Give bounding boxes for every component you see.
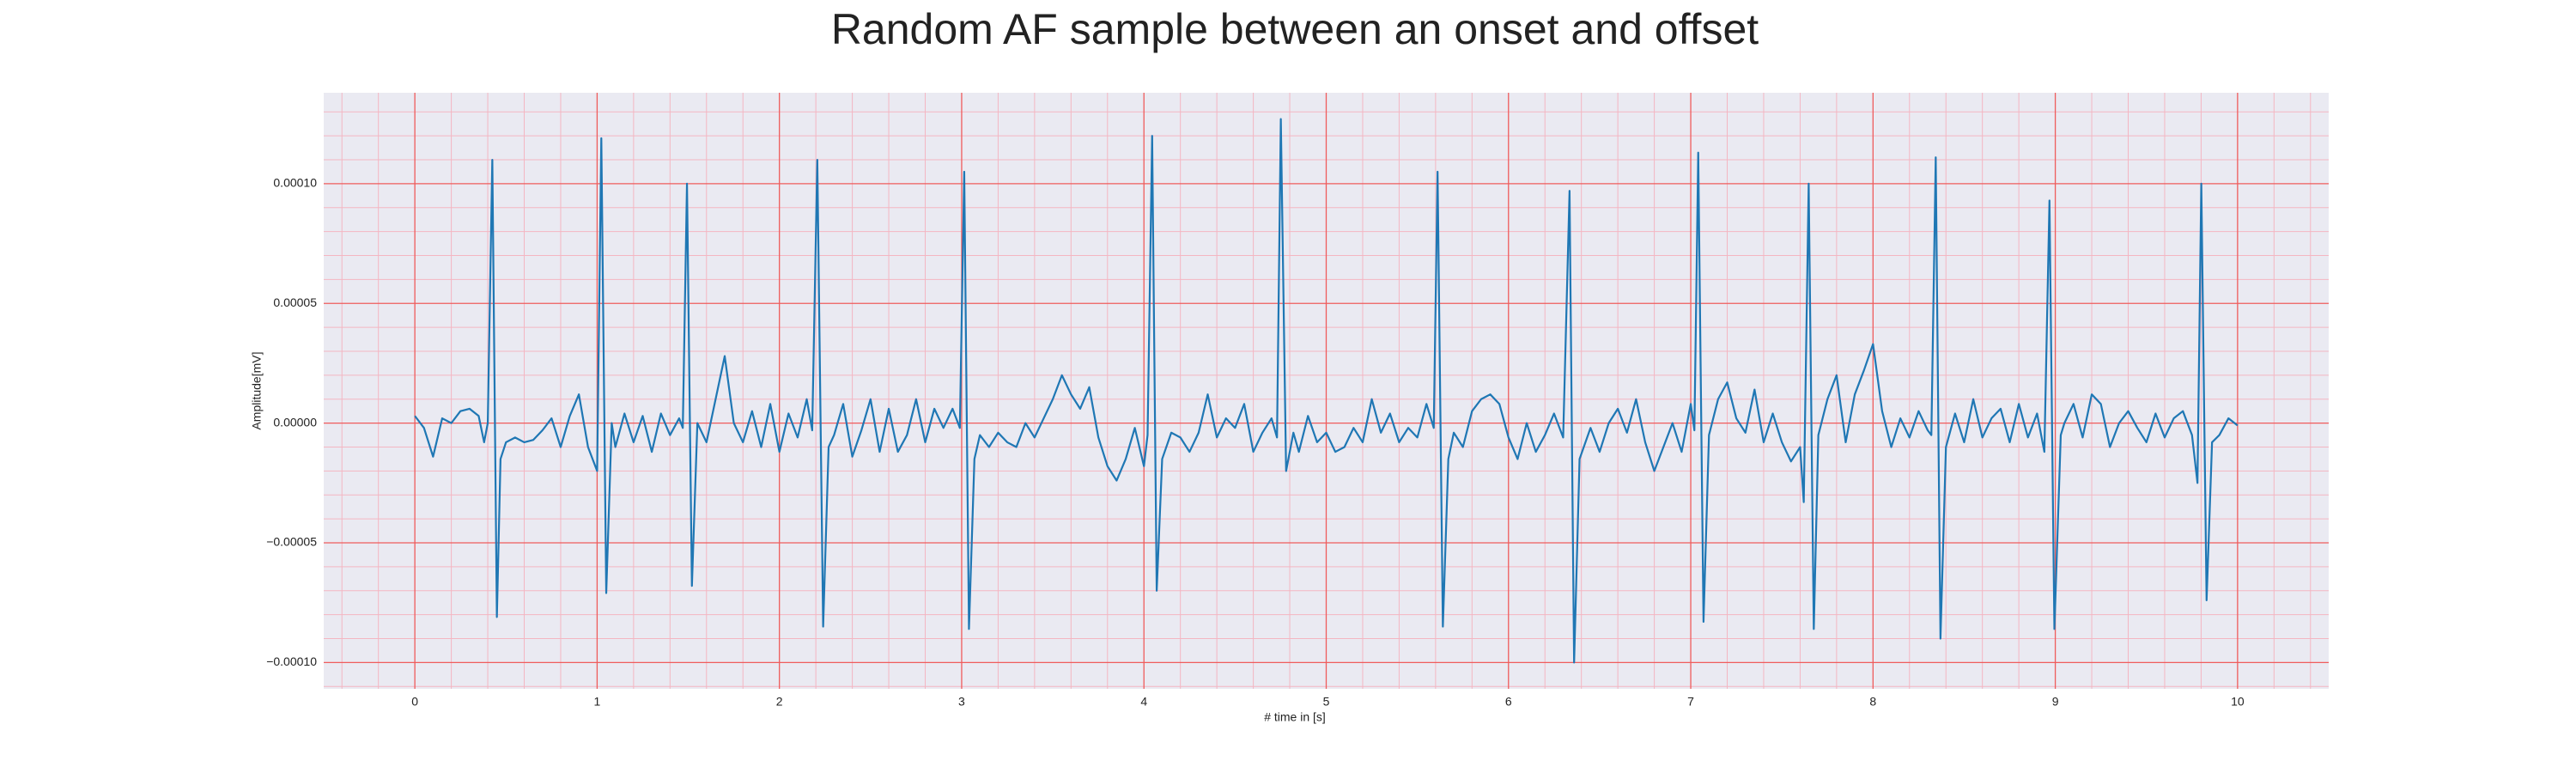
y-tick-label: 0.00010 <box>273 176 317 190</box>
x-tick-label: 6 <box>1505 695 1512 709</box>
x-tick-label: 4 <box>1140 695 1147 709</box>
x-tick-label: 0 <box>411 695 418 709</box>
y-axis-label: Amplitude[mV] <box>250 351 264 429</box>
x-tick-label: 8 <box>1869 695 1876 709</box>
y-tick-label: −0.00010 <box>266 654 317 668</box>
x-tick-label: 9 <box>2052 695 2059 709</box>
y-tick-label: −0.00005 <box>266 535 317 549</box>
x-tick-label: 3 <box>958 695 965 709</box>
y-tick-label: 0.00000 <box>273 415 317 429</box>
x-tick-label: 5 <box>1323 695 1330 709</box>
x-tick-label: 1 <box>594 695 601 709</box>
chart-title: Random AF sample between an onset and of… <box>831 5 1759 53</box>
signal-line <box>414 118 2239 664</box>
x-tick-label: 2 <box>776 695 783 709</box>
x-axis-label: # time in [s] <box>1264 710 1326 724</box>
x-tick-label: 10 <box>2231 695 2245 709</box>
x-tick-label: 7 <box>1687 695 1694 709</box>
y-tick-label: 0.00005 <box>273 295 317 309</box>
